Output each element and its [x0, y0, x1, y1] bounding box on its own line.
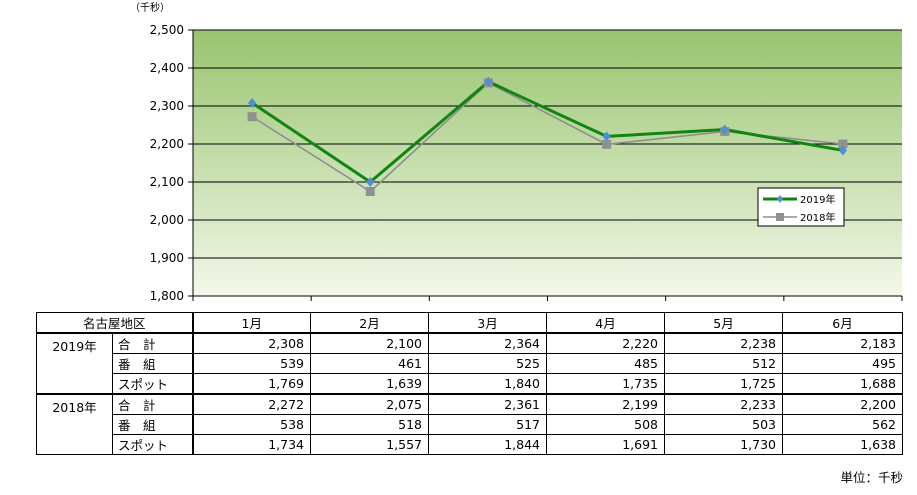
- metric-label: 合 計: [111, 393, 194, 415]
- y-tick-label: 1,800: [150, 289, 184, 303]
- y-tick-label: 2,000: [150, 213, 184, 227]
- series-line: [251, 79, 844, 184]
- table-cell: 518: [310, 414, 430, 435]
- table-cell: 2,075: [310, 393, 430, 415]
- table-cell: 503: [664, 414, 784, 435]
- table-cell: 562: [782, 414, 904, 435]
- year-label: 2018年: [36, 393, 113, 455]
- table-corner-label: 名古屋地区: [35, 312, 194, 334]
- y-tick-label: 2,400: [150, 61, 184, 75]
- data-point: [838, 145, 847, 156]
- line-chart: （千秒） 1,800 1,900 2,000 2,100 2,200 2,300 2,400…: [130, 1, 903, 303]
- table-row: 2019年合 計 2,308 2,100 2,364 2,220 2,238 2,183: [36, 332, 904, 395]
- table-cell: 1,638: [782, 434, 904, 455]
- table-row: 番 組 538 518 517 508 503 562: [37, 414, 904, 435]
- legend-label: 2019年: [800, 193, 835, 206]
- table-cell: 1,769: [191, 373, 312, 395]
- data-point: [366, 177, 375, 187]
- month-header: 2月: [310, 312, 430, 334]
- y-tick-label: 2,200: [150, 137, 184, 151]
- legend-box: [757, 187, 845, 227]
- x-axis-ticks: [192, 296, 903, 301]
- table-row: スポット 1,734 1,557 1,844 1,691 1,730 1,638: [37, 434, 904, 455]
- legend-swatch-marker: [777, 195, 783, 203]
- y-axis-ticks: 1,800 1,900 2,000 2,100 2,200 2,300 2,400 2,500: [150, 23, 194, 303]
- data-point: [248, 97, 257, 108]
- metric-label: 合 計: [111, 332, 194, 354]
- table-cell: 1,688: [782, 373, 904, 395]
- data-point: [720, 124, 729, 135]
- y-tick-label: 1,900: [150, 251, 184, 265]
- table-cell: 1,557: [310, 434, 430, 455]
- data-point: [365, 187, 375, 196]
- table-cell: 517: [428, 414, 548, 435]
- data-point: [602, 139, 612, 149]
- table-cell: 1,639: [310, 373, 430, 395]
- table-cell: 2,183: [782, 332, 904, 354]
- legend-swatch-marker: [776, 213, 784, 221]
- table-cell: 2,238: [664, 332, 784, 354]
- month-header: 6月: [782, 312, 904, 334]
- metric-label: 番 組: [111, 414, 194, 435]
- metric-label: 番 組: [111, 353, 194, 374]
- table-cell: 2,200: [782, 393, 904, 415]
- table-cell: 1,734: [191, 434, 312, 455]
- table-cell: 539: [191, 353, 312, 374]
- table-cell: 1,840: [428, 373, 548, 395]
- table-row: 2018年合 計 2,272 2,075 2,361 2,199 2,233 2,200: [36, 393, 904, 455]
- y-tick-label: 2,100: [150, 175, 184, 189]
- table-cell: 1,725: [664, 373, 784, 395]
- table-cell: 2,100: [310, 332, 430, 354]
- y-tick-label: 2,300: [150, 99, 184, 113]
- data-point: [838, 139, 848, 149]
- table-cell: 461: [310, 353, 430, 374]
- table-cell: 538: [191, 414, 312, 435]
- table-header-row: 名古屋地区 1月 2月 3月 4月 5月 6月: [35, 312, 904, 334]
- plot-area: [193, 30, 902, 296]
- data-point: [602, 131, 611, 142]
- table-cell: 485: [546, 353, 666, 374]
- table-cell: 2,308: [191, 332, 312, 354]
- month-header: 4月: [546, 312, 666, 334]
- legend-label: 2018年: [800, 211, 835, 224]
- data-point: [484, 76, 493, 87]
- table-cell: 1,730: [664, 434, 784, 455]
- table-cell: 525: [428, 353, 548, 374]
- unit-note: 単位：千秒: [840, 470, 903, 485]
- month-header: 3月: [428, 312, 548, 334]
- table-cell: 1,844: [428, 434, 548, 455]
- data-point: [247, 112, 257, 122]
- table-cell: 2,272: [191, 393, 312, 415]
- table-cell: 508: [546, 414, 666, 435]
- legend: 2019年 2018年: [757, 187, 845, 227]
- table-cell: 2,364: [428, 332, 548, 354]
- month-header: 1月: [191, 312, 312, 334]
- table-cell: 495: [782, 353, 904, 374]
- month-header: 5月: [664, 312, 784, 334]
- table-row: 番 組 539 461 525 485 512 495: [37, 353, 904, 374]
- table-cell: 2,233: [664, 393, 784, 415]
- table-cell: 512: [664, 353, 784, 374]
- table-cell: 2,199: [546, 393, 666, 415]
- metric-label: スポット: [111, 434, 194, 455]
- data-table: 名古屋地区 1月 2月 3月 4月 5月 6月 2019年合 計 2,308 2,100 2,364…: [35, 312, 904, 455]
- series-group: [247, 76, 848, 196]
- table-cell: 2,220: [546, 332, 666, 354]
- table-cell: 1,691: [546, 434, 666, 455]
- metric-label: スポット: [111, 373, 194, 395]
- table-cell: 1,735: [546, 373, 666, 395]
- table-row: スポット 1,769 1,639 1,840 1,735 1,725 1,688: [37, 373, 904, 395]
- table-cell: 2,361: [428, 393, 548, 415]
- y-tick-label: 2,500: [150, 23, 184, 37]
- y-unit-label: （千秒）: [130, 1, 170, 14]
- year-label: 2019年: [36, 332, 113, 395]
